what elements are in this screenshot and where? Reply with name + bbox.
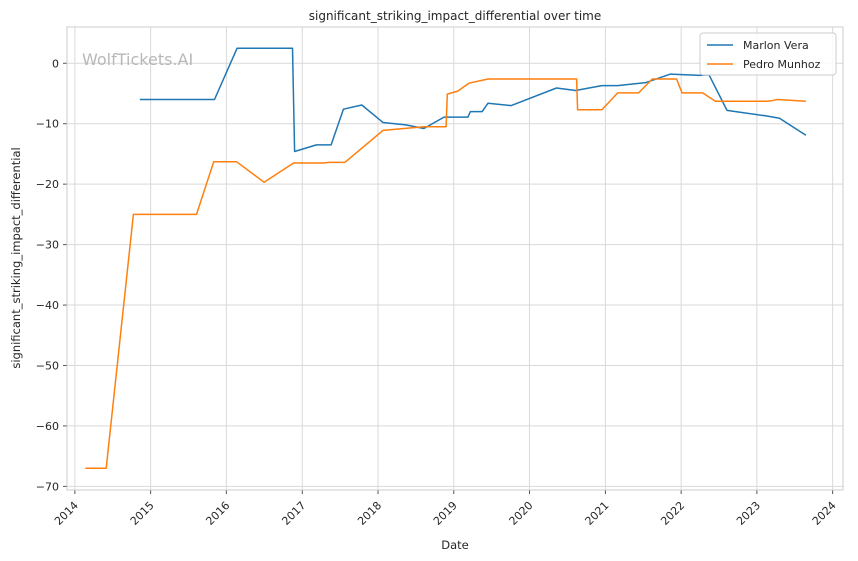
x-tick-label: 2023 <box>734 499 763 528</box>
y-tick-label: −30 <box>36 239 59 252</box>
series-line-marlon-vera <box>139 47 807 153</box>
x-tick-label: 2022 <box>658 499 687 528</box>
legend: Marlon Vera Pedro Munhoz <box>699 32 837 76</box>
y-tick-label: −20 <box>36 178 59 191</box>
x-tick-label: 2014 <box>52 499 81 528</box>
plot-area <box>67 27 843 490</box>
x-tick-label: 2021 <box>583 499 612 528</box>
x-axis-title: Date <box>441 538 469 552</box>
y-tick-label: −50 <box>36 359 59 372</box>
chart-title: significant_striking_impact_differential… <box>309 9 601 23</box>
y-tick-label: −70 <box>36 480 59 493</box>
watermark-text: WolfTickets.AI <box>82 50 193 69</box>
x-tick-label: 2020 <box>507 499 536 528</box>
legend-box <box>699 32 837 76</box>
legend-label-marlon-vera: Marlon Vera <box>743 39 809 52</box>
y-tick-label: −40 <box>36 299 59 312</box>
y-tick-label: 0 <box>52 57 59 70</box>
y-tick-label: −10 <box>36 118 59 131</box>
plot-frame <box>66 26 844 491</box>
x-tick-label: 2024 <box>810 499 839 528</box>
grid <box>67 27 843 490</box>
y-tick-label: −60 <box>36 420 59 433</box>
y-axis-title: significant_striking_impact_differential <box>9 147 23 368</box>
x-tick-label: 2016 <box>203 499 232 528</box>
x-tick-label: 2017 <box>279 499 308 528</box>
x-tick-label: 2019 <box>431 499 460 528</box>
x-tick-label: 2018 <box>355 499 384 528</box>
legend-label-pedro-munhoz: Pedro Munhoz <box>743 58 821 71</box>
x-tick-label: 2015 <box>128 499 157 528</box>
series-line-pedro-munhoz <box>85 78 806 469</box>
series-lines <box>85 47 807 469</box>
